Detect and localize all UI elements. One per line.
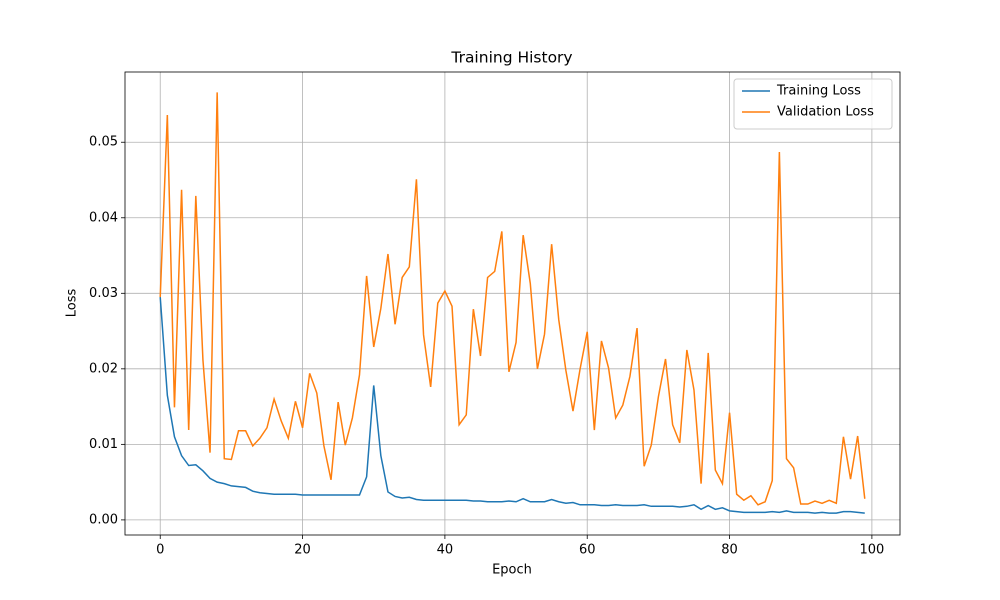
x-tick-label: 0 (156, 543, 164, 558)
y-tick-label: 0.00 (89, 512, 118, 527)
legend-label: Training Loss (776, 84, 861, 99)
x-tick-label: 40 (437, 543, 454, 558)
x-tick-label: 80 (721, 543, 738, 558)
y-tick-label: 0.02 (89, 361, 118, 376)
legend-label: Validation Loss (777, 105, 874, 120)
x-tick-label: 20 (294, 543, 311, 558)
y-axis-label: Loss (65, 289, 80, 318)
axes-frame (124, 71, 901, 536)
line-series (159, 297, 865, 514)
legend-box (733, 78, 893, 130)
y-tick-label: 0.01 (89, 437, 118, 452)
x-tick-label: 100 (859, 543, 884, 558)
y-tick-label: 0.04 (89, 210, 118, 225)
y-tick-label: 0.05 (89, 135, 118, 150)
x-axis-label: Epoch (492, 563, 532, 578)
y-tick-label: 0.03 (89, 286, 118, 301)
chart-title: Training History (450, 49, 572, 67)
line-series (159, 92, 866, 506)
x-tick-label: 60 (579, 543, 596, 558)
